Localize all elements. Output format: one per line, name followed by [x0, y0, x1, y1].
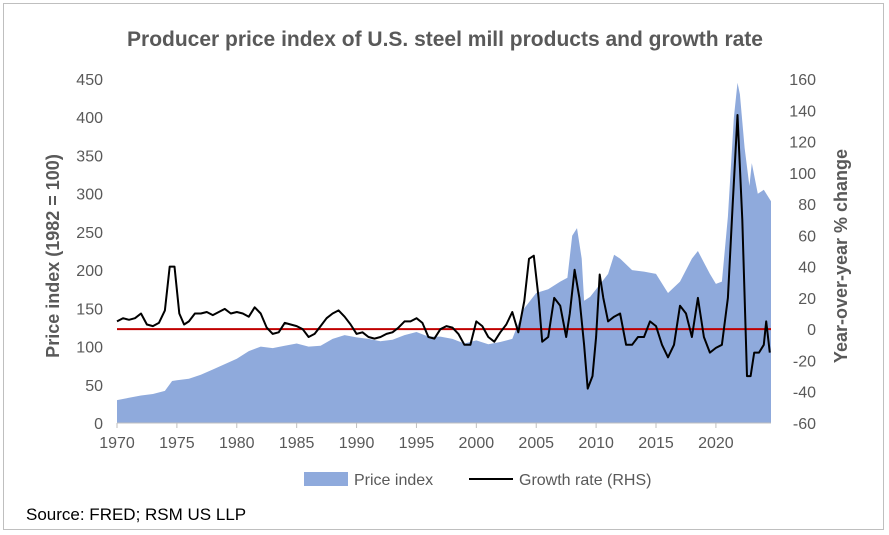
y-right-tick-label: -20	[793, 353, 816, 370]
x-tick-label: 1980	[219, 435, 255, 452]
x-tick-label: 2000	[459, 435, 495, 452]
y-right-tick-label: 140	[789, 103, 816, 120]
y-left-tick-label: 50	[85, 378, 103, 395]
y-right-tick-label: 80	[798, 197, 816, 214]
y-axis-left-ticks: 0 50 100 150 200 250 300 350 400 450	[76, 72, 103, 433]
price-index-area-layer	[117, 82, 771, 424]
chart-frame: Producer price index of U.S. steel mill …	[3, 3, 884, 530]
x-tick-label: 1985	[279, 435, 315, 452]
price-index-area	[117, 82, 771, 424]
y-left-tick-label: 250	[76, 225, 103, 242]
legend-label-growth-rate: Growth rate (RHS)	[519, 472, 651, 489]
chart: Producer price index of U.S. steel mill …	[26, 28, 851, 524]
legend: Price index Growth rate (RHS)	[304, 472, 651, 489]
source-note: Source: FRED; RSM US LLP	[26, 505, 246, 524]
x-tick-label: 2015	[638, 435, 674, 452]
y-left-tick-label: 400	[76, 110, 103, 127]
y-right-tick-label: 100	[789, 166, 816, 183]
y-right-tick-label: 160	[789, 72, 816, 89]
y-right-tick-label: 20	[798, 291, 816, 308]
x-tick-label: 1975	[159, 435, 195, 452]
x-tick-label: 1970	[99, 435, 135, 452]
x-tick-label: 1990	[339, 435, 375, 452]
y-axis-right-title: Year-over-year % change	[831, 149, 851, 363]
y-right-tick-label: 60	[798, 228, 816, 245]
x-tick-label: 1995	[399, 435, 435, 452]
y-right-tick-label: 120	[789, 135, 816, 152]
y-left-tick-label: 200	[76, 263, 103, 280]
y-right-tick-label: 40	[798, 260, 816, 277]
y-left-tick-label: 300	[76, 187, 103, 204]
y-left-tick-label: 150	[76, 301, 103, 318]
x-axis-ticks: 1970 1975 1980 1985 1990 1995 2000 2005 2010 2015…	[99, 423, 734, 452]
x-tick-label: 2010	[578, 435, 614, 452]
y-left-tick-label: 100	[76, 340, 103, 357]
y-left-tick-label: 0	[94, 416, 103, 433]
y-axis-left-title: Price index (1982 = 100)	[43, 154, 63, 358]
chart-title: Producer price index of U.S. steel mill …	[127, 28, 763, 51]
growth-rate-line	[116, 114, 771, 390]
y-right-tick-label: -60	[793, 416, 816, 433]
growth-rate-line-layer	[116, 114, 771, 390]
y-left-tick-label: 450	[76, 72, 103, 89]
y-axis-right-ticks: -60 -40 -20 0 20 40 60 80 100 120 140 160	[789, 72, 816, 433]
y-left-tick-label: 350	[76, 148, 103, 165]
legend-label-price-index: Price index	[354, 472, 433, 489]
x-tick-label: 2005	[518, 435, 554, 452]
y-right-tick-label: -40	[793, 385, 816, 402]
legend-swatch-price-index	[304, 472, 348, 486]
x-tick-label: 2020	[698, 435, 734, 452]
y-right-tick-label: 0	[807, 322, 816, 339]
